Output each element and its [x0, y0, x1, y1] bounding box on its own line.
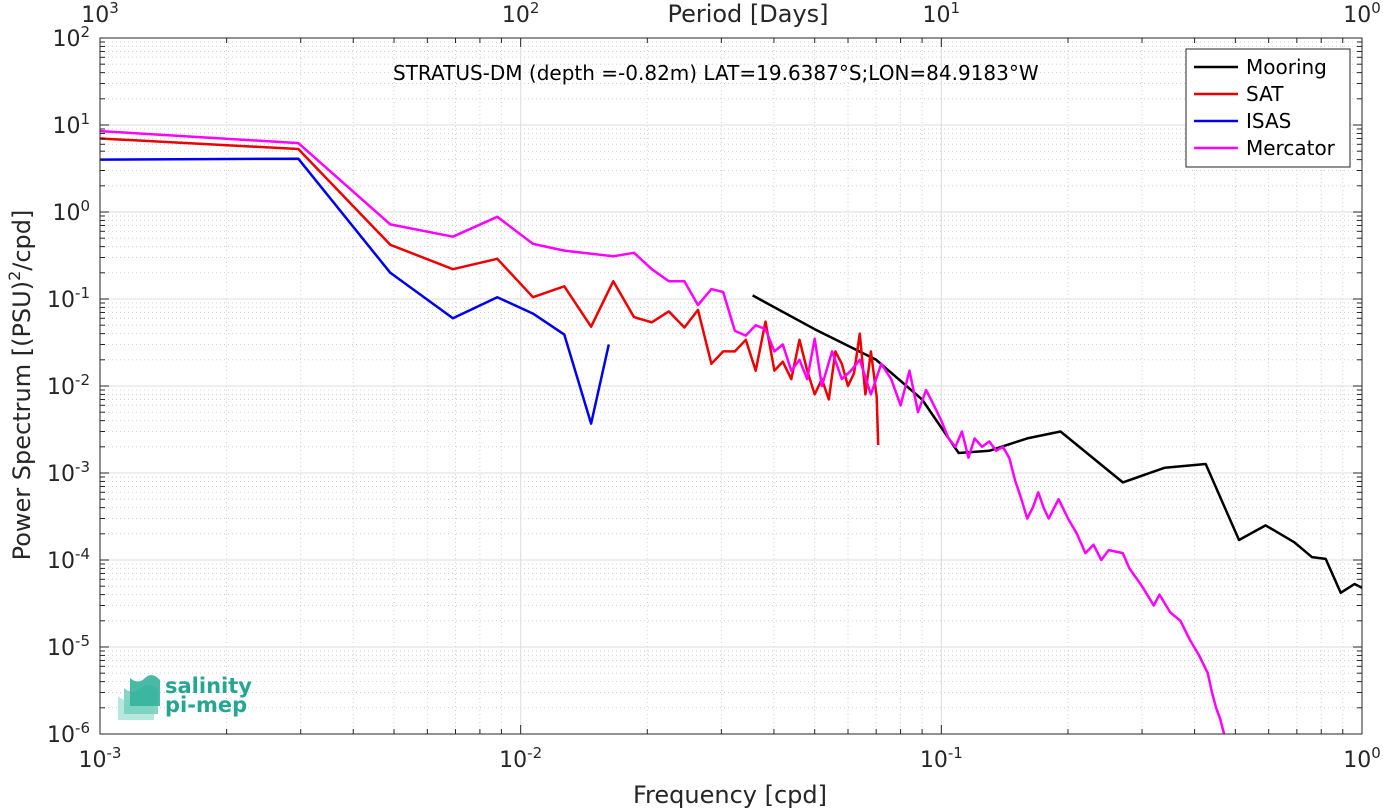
top-tick-label: 100 [1343, 0, 1381, 28]
x-axis-title: Frequency [cpd] [633, 781, 827, 809]
logo-text-pi-mep: pi-mep [165, 693, 247, 717]
top-tick-label: 103 [81, 0, 119, 28]
series-line-isas [99, 157, 611, 425]
plot-area [99, 129, 1363, 735]
salinity-pi-mep-logo: salinity pi-mep [118, 674, 252, 720]
y-tick-label: 10-3 [47, 458, 90, 487]
top-tick-label: 101 [923, 0, 961, 28]
logo-text-salinity: salinity [165, 674, 252, 698]
y-tick-label: 10-4 [47, 545, 90, 574]
y-tick-label: 10-6 [47, 719, 90, 748]
y-tick-label: 10-5 [47, 632, 90, 661]
y-tick-label: 10-2 [47, 371, 90, 400]
legend: Mooring SAT ISAS Mercator [1185, 48, 1351, 168]
top-axis-title: Period [Days] [667, 0, 828, 28]
x-tick-label: 10-1 [920, 744, 963, 773]
legend-label-isas: ISAS [1246, 109, 1291, 133]
chart-title: STRATUS-DM (depth =-0.82m) LAT=19.6387°S… [393, 61, 1039, 85]
legend-label-mooring: Mooring [1246, 55, 1327, 79]
series-line-sat [99, 137, 880, 446]
legend-label-mercator: Mercator [1246, 136, 1336, 160]
y-tick-label: 100 [52, 197, 90, 226]
y-axis-title: Power Spectrum [(PSU)2/cpd] [5, 210, 36, 561]
legend-label-sat: SAT [1246, 82, 1284, 106]
wave-logo-icon [118, 674, 160, 720]
top-tick-label: 102 [502, 0, 540, 28]
series-line-mercator [99, 129, 1226, 735]
y-tick-label: 101 [52, 110, 90, 139]
y-tick-label: 10-1 [47, 284, 90, 313]
x-tick-label: 10-3 [79, 744, 122, 773]
x-tick-label: 100 [1343, 744, 1381, 773]
x-tick-label: 10-2 [499, 744, 542, 773]
y-tick-label: 102 [52, 23, 90, 52]
